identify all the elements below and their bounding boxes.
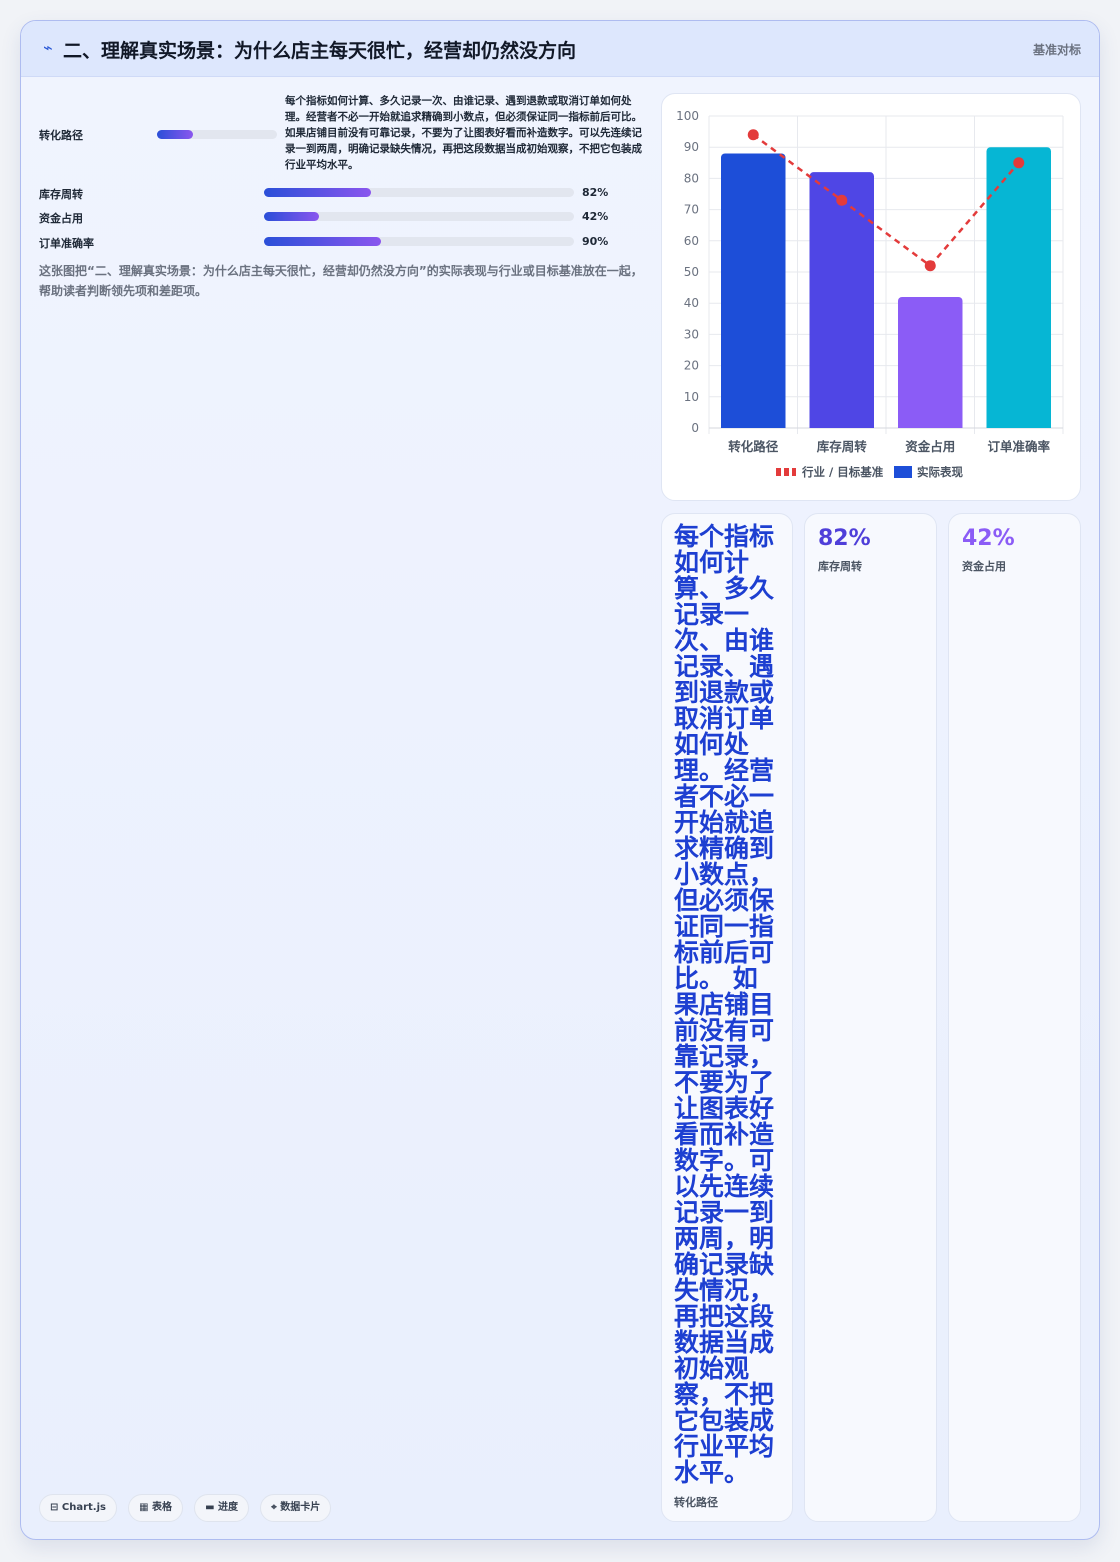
stat-value-inventory: 82%	[818, 526, 871, 551]
y-tick-label: 10	[684, 390, 699, 404]
metric-label-conversion: 转化路径	[39, 129, 83, 142]
metric-pct-accuracy: 90%	[582, 235, 609, 248]
y-tick-label: 80	[684, 171, 699, 185]
metric-label-capital: 资金占用	[39, 212, 83, 225]
bar-3	[986, 147, 1051, 428]
metric-fill-conversion	[157, 130, 193, 139]
y-tick-label: 20	[684, 359, 699, 373]
stat-card-inventory: 82% 库存周转	[804, 513, 937, 1522]
x-tick-label: 资金占用	[905, 439, 955, 454]
metric-label-inventory: 库存周转	[39, 188, 83, 201]
stat-card-conversion: 每个指标如何计算、多久记录一次、由谁记录、遇到退款或取消订单如何处理。经营者不必…	[661, 513, 793, 1522]
chip-chartjs[interactable]: ⊟ Chart.js	[39, 1494, 117, 1522]
bar-0	[721, 153, 786, 428]
x-tick-label: 订单准确率	[987, 439, 1050, 454]
metric-fill-accuracy	[264, 237, 381, 246]
legend-label-actual: 实际表现	[917, 465, 963, 479]
bar-base-3	[986, 422, 1051, 428]
metric-track-conversion	[157, 130, 277, 139]
benchmark-tag: 基准对标	[1032, 43, 1081, 57]
stat-label-conversion: 转化路径	[674, 1496, 718, 1509]
stat-value-conversion: 每个指标如何计算、多久记录一次、由谁记录、遇到退款或取消订单如何处理。经营者不必…	[674, 522, 775, 1487]
legend-label-benchmark: 行业 / 目标基准	[801, 465, 884, 479]
section-title: 二、理解真实场景：为什么店主每天很忙，经营却仍然没方向	[63, 40, 577, 62]
metric-track-inventory	[264, 188, 574, 197]
benchmark-point-0	[747, 129, 759, 141]
bar-base-2	[898, 422, 963, 428]
metric-fill-capital	[264, 212, 319, 221]
stat-value-capital: 42%	[962, 526, 1015, 551]
feature-chips: ⊟ Chart.js ▦ 表格 ▬ 进度 ⌖ 数据卡片	[39, 1494, 337, 1522]
report-card: ⌁ 二、理解真实场景：为什么店主每天很忙，经营却仍然没方向 基准对标 转化路径 …	[20, 20, 1100, 1540]
bar-base-1	[809, 422, 874, 428]
stat-label-capital: 资金占用	[962, 560, 1006, 573]
bar-1	[809, 172, 874, 428]
y-tick-label: 90	[684, 140, 699, 154]
metric-pct-capital: 42%	[582, 210, 609, 223]
metric-fill-inventory	[264, 188, 371, 197]
benchmark-chart: 0 10 20 30 40 50 60 70 80 90 100 转化路径 库存周转 资金占用 订单准确率行…	[676, 109, 1064, 479]
bar-base-0	[721, 422, 786, 428]
card-header: ⌁ 二、理解真实场景：为什么店主每天很忙，经营却仍然没方向 基准对标	[21, 21, 1099, 77]
benchmark-chart-card: 0 10 20 30 40 50 60 70 80 90 100 转化路径 库存周转 资金占用 订单准确率行…	[661, 93, 1081, 501]
pulse-icon: ⌁	[43, 38, 53, 57]
x-tick-label: 库存周转	[817, 439, 868, 454]
bar-2	[898, 296, 963, 428]
benchmark-line	[752, 133, 1020, 268]
x-tick-label: 转化路径	[728, 439, 779, 454]
y-tick-label: 60	[684, 234, 699, 248]
benchmark-point-2	[924, 260, 936, 272]
chip-table[interactable]: ▦ 表格	[128, 1494, 183, 1522]
y-tick-label: 70	[684, 203, 699, 217]
legend-swatch-actual	[894, 466, 912, 478]
metric-pct-inventory: 82%	[582, 186, 609, 199]
chip-progress[interactable]: ▬ 进度	[194, 1494, 250, 1522]
benchmark-point-3	[1013, 157, 1025, 169]
y-tick-label: 30	[684, 327, 699, 341]
chip-data-card[interactable]: ⌖ 数据卡片	[260, 1494, 332, 1522]
y-tick-label: 50	[684, 265, 699, 279]
stat-card-capital: 42% 资金占用	[948, 513, 1081, 1522]
benchmark-point-1	[836, 194, 848, 206]
chart-caption: 这张图把“二、理解真实场景：为什么店主每天很忙，经营却仍然没方向”的实际表现与行…	[39, 264, 643, 298]
y-tick-label: 0	[691, 421, 699, 435]
stat-label-inventory: 库存周转	[818, 560, 862, 573]
y-tick-label: 100	[676, 109, 699, 123]
metric-label-accuracy: 订单准确率	[39, 237, 94, 250]
metric-track-accuracy	[264, 237, 574, 246]
metric-description: 每个指标如何计算、多久记录一次、由谁记录、遇到退款或取消订单如何处理。经营者不必…	[285, 95, 642, 171]
metric-track-capital	[264, 212, 574, 221]
y-tick-label: 40	[684, 296, 699, 310]
